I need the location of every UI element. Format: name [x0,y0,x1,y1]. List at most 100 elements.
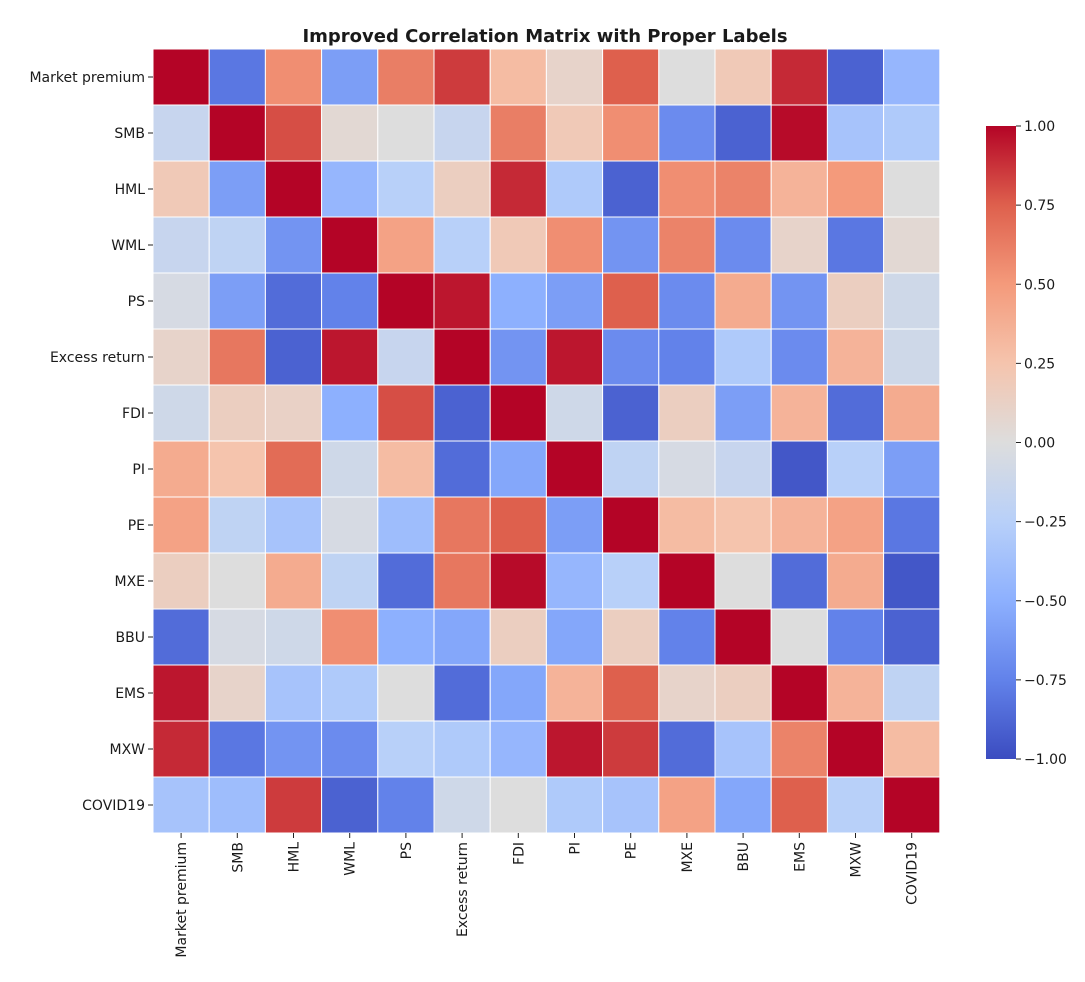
heatmap-cell [714,384,772,442]
heatmap-cell [770,384,828,442]
heatmap-cell [264,160,323,218]
heatmap-cell [264,664,323,722]
y-tick-label: COVID19 [82,798,145,814]
heatmap-cell [489,160,547,218]
heatmap-cell [770,664,828,722]
heatmap-cell [770,496,828,554]
heatmap-cell [433,384,491,442]
heatmap-cell [433,328,491,386]
colorbar-tick-label: −1.00 [1024,752,1067,768]
heatmap-cell [264,272,323,330]
heatmap-cell [433,272,491,330]
heatmap-cell [433,664,491,722]
x-tick-label: MXW [849,842,865,878]
heatmap-cell [714,720,772,778]
heatmap-cell [545,496,604,554]
heatmap-cell [433,496,491,554]
heatmap-cell [883,440,941,498]
heatmap-cell [208,608,266,666]
heatmap-cell [377,440,435,498]
heatmap-cell [545,384,604,442]
heatmap-cell [433,608,491,666]
heatmap-cell [658,720,716,778]
heatmap-cell [826,384,885,442]
heatmap-cell [770,720,828,778]
heatmap-cell [826,552,885,610]
x-tick-label: MXE [680,842,696,873]
heatmap-cell [489,440,547,498]
heatmap-cell [602,552,660,610]
heatmap-cell [433,48,491,106]
x-tick-label: Market premium [174,842,190,958]
heatmap-cell [714,552,772,610]
heatmap-cell [152,440,210,498]
x-axis-ticks: Market premium SMB HML WML PS Excess return FD… [174,833,921,958]
heatmap-cell [770,552,828,610]
heatmap-cell [883,104,941,162]
heatmap-cell [321,776,379,834]
colorbar-tick-label: −0.75 [1024,673,1067,689]
heatmap-cell [433,216,491,274]
heatmap-cell [714,328,772,386]
heatmap-cell [602,216,660,274]
heatmap-cell [826,104,885,162]
heatmap-cell [208,160,266,218]
heatmap-cell [883,720,941,778]
heatmap-cell [883,328,941,386]
y-tick-label: Market premium [29,70,145,86]
heatmap-cell [883,384,941,442]
heatmap-cell [714,160,772,218]
heatmap-cell [489,48,547,106]
heatmap-cell [264,552,323,610]
heatmap-cell [545,104,604,162]
heatmap-cell [658,664,716,722]
heatmap-cell [321,552,379,610]
heatmap-cell [152,160,210,218]
heatmap-cell [377,216,435,274]
heatmap-cell [152,104,210,162]
y-tick-label: HML [115,182,146,198]
heatmap-cell [602,104,660,162]
heatmap-cell [658,496,716,554]
heatmap-cell [545,776,604,834]
heatmap-cell [489,720,547,778]
heatmap-cell [826,160,885,218]
heatmap-cell [770,48,828,106]
heatmap-cell [545,664,604,722]
heatmap-cell [489,328,547,386]
heatmap-cell [826,272,885,330]
heatmap-cell [208,552,266,610]
heatmap-cell [658,48,716,106]
heatmap-cell [714,104,772,162]
heatmap-cell [658,608,716,666]
heatmap-cell [264,384,323,442]
x-tick-label: PE [624,842,640,859]
y-tick-label: SMB [114,126,145,142]
heatmap-cell [545,48,604,106]
heatmap-cell [545,272,604,330]
heatmap-cell [826,664,885,722]
heatmap-cell [770,272,828,330]
heatmap-cell [714,48,772,106]
heatmap-cell [714,272,772,330]
colorbar-tick-label: −0.50 [1024,594,1067,610]
colorbar-tick-label: 0.00 [1024,436,1055,452]
x-tick-label: EMS [792,842,808,872]
heatmap-cell [545,552,604,610]
heatmap-cell [770,104,828,162]
heatmap-cell [321,496,379,554]
heatmap-cell [489,608,547,666]
heatmap-cell [545,720,604,778]
y-tick-label: PI [132,462,145,478]
heatmap-cell [883,496,941,554]
heatmap-cell [152,496,210,554]
heatmap-cell [152,48,210,106]
y-axis-ticks: Market premium SMB HML WML PS Excess return FD… [29,70,153,814]
heatmap-cell [883,664,941,722]
heatmap-cell [208,216,266,274]
x-tick-label: FDI [511,842,527,865]
y-tick-label: Excess return [50,350,145,366]
heatmap-cell [208,496,266,554]
heatmap-cell [208,664,266,722]
